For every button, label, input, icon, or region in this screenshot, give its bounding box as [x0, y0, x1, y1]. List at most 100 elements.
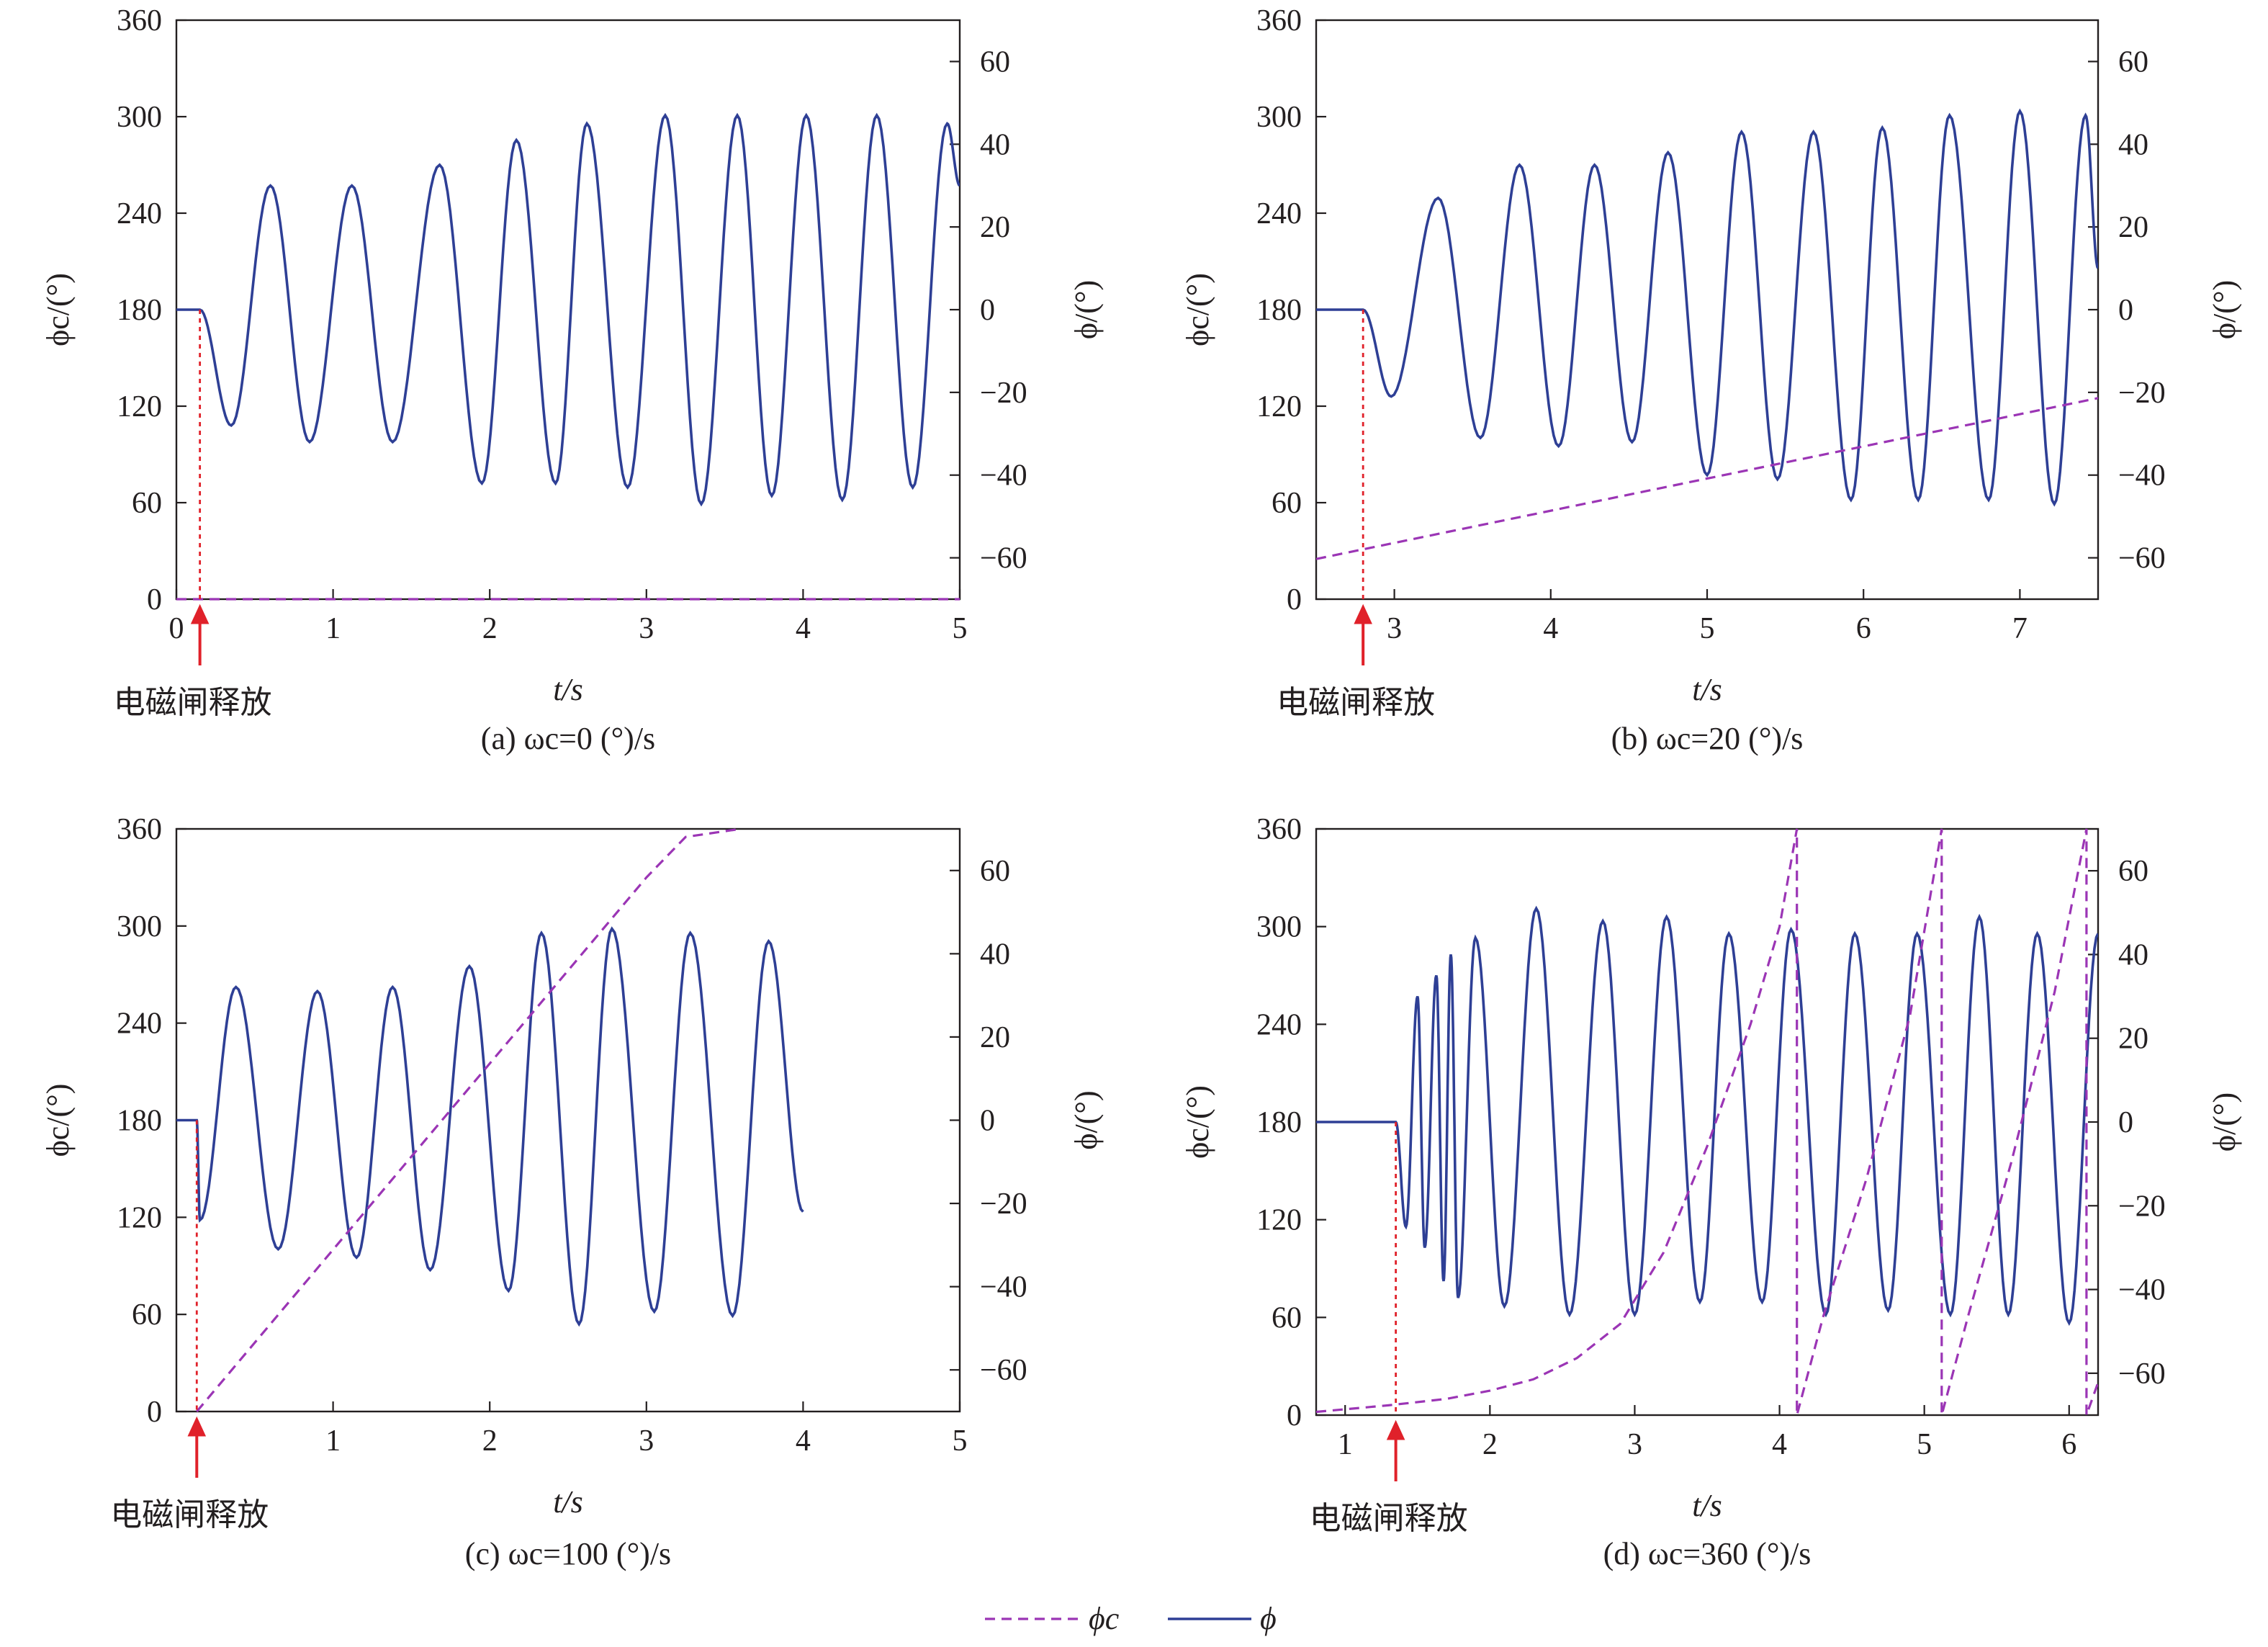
- x-axis-label: t/s: [553, 672, 583, 707]
- y-right-tick-label: −20: [980, 377, 1027, 410]
- y-left-tick-label: 240: [1256, 1008, 1302, 1041]
- x-axis-label: t/s: [553, 1484, 583, 1520]
- y-right-tick-label: −20: [2118, 1190, 2166, 1223]
- y-left-tick-label: 60: [1272, 487, 1302, 520]
- x-tick-label: 6: [2061, 1428, 2076, 1461]
- y-right-tick-label: −60: [980, 1354, 1027, 1387]
- x-tick-label: 1: [1338, 1428, 1353, 1461]
- release-arrow-head: [187, 1416, 207, 1437]
- y-left-tick-label: 120: [1256, 1204, 1302, 1237]
- y-left-tick-label: 120: [1256, 390, 1302, 423]
- series-phi-line: [1316, 108, 2098, 507]
- series-phi-line: [176, 112, 960, 507]
- x-axis-label: t/s: [1692, 672, 1722, 707]
- x-tick-label: 3: [1627, 1428, 1642, 1461]
- y-right-tick-label: 40: [980, 128, 1010, 161]
- y-right-tick-label: −60: [2118, 542, 2166, 575]
- y-right-tick-label: 0: [980, 294, 995, 327]
- x-axis-label: t/s: [1692, 1488, 1722, 1523]
- y-left-tick-label: 360: [117, 4, 162, 37]
- y-right-tick-label: −40: [2118, 459, 2166, 493]
- x-tick-label: 1: [325, 612, 341, 645]
- y-left-tick-label: 0: [147, 583, 162, 616]
- panel-caption: (d) ωc=360 (°)/s: [1603, 1536, 1812, 1571]
- plot-area: [176, 827, 804, 1413]
- y-right-tick-label: −40: [980, 1271, 1027, 1304]
- release-annotation: 电磁闸释放: [1277, 684, 1435, 721]
- x-tick-label: 4: [796, 612, 811, 645]
- x-tick-label: 3: [1387, 612, 1402, 645]
- x-tick-label: 5: [953, 1424, 968, 1458]
- series-phic-line: [1316, 397, 2098, 560]
- panel-caption: (c) ωc=100 (°)/s: [465, 1536, 671, 1571]
- y-right-tick-label: −60: [980, 542, 1027, 575]
- y-right-tick-label: 40: [980, 938, 1010, 971]
- y-left-tick-label: 120: [117, 1201, 162, 1234]
- y-left-tick-label: 180: [117, 294, 162, 327]
- y-left-tick-label: 120: [117, 390, 162, 423]
- y-left-axis-label: ϕc/(°): [40, 1084, 76, 1157]
- y-left-axis-label: ϕc/(°): [1180, 273, 1215, 346]
- plot-area: [176, 112, 960, 601]
- x-tick-label: 2: [1482, 1428, 1498, 1461]
- y-right-tick-label: 20: [2118, 211, 2148, 244]
- y-left-tick-label: 0: [1287, 583, 1302, 616]
- y-left-tick-label: 240: [117, 1008, 162, 1041]
- y-right-tick-label: 60: [980, 45, 1010, 78]
- y-right-tick-label: 60: [980, 855, 1010, 888]
- series-phi-line: [1316, 905, 2098, 1327]
- release-annotation: 电磁闸释放: [110, 1496, 269, 1533]
- y-left-tick-label: 180: [117, 1105, 162, 1138]
- panel-c: 1 2 3 4 5 0 60 120 180 240 300 360 −60 −40 −20 0 20 40 60 t…: [40, 813, 1104, 1571]
- release-arrow-head: [190, 603, 210, 624]
- legend: ϕc ϕ: [985, 1601, 1277, 1636]
- y-right-tick-label: 60: [2118, 855, 2148, 888]
- x-tick-label: 7: [2012, 612, 2028, 645]
- y-right-tick-label: −20: [2118, 377, 2166, 410]
- y-right-tick-label: −60: [2118, 1357, 2166, 1391]
- y-left-tick-label: 360: [1256, 4, 1302, 37]
- x-tick-label: 0: [169, 612, 184, 645]
- y-left-tick-label: 360: [117, 813, 162, 846]
- plot-frame: [175, 827, 961, 1413]
- series-phi-line: [176, 926, 804, 1327]
- y-left-tick-label: 60: [1272, 1301, 1302, 1334]
- x-tick-label: 1: [325, 1424, 341, 1458]
- y-right-axis-label: ϕ/(°): [1068, 1090, 1104, 1149]
- y-right-tick-label: −20: [980, 1188, 1027, 1221]
- x-tick-label: 4: [796, 1424, 811, 1458]
- y-right-tick-label: 0: [980, 1105, 995, 1138]
- legend-phic-label: ϕc: [1089, 1601, 1120, 1636]
- y-right-tick-label: 20: [980, 1021, 1010, 1054]
- series-phic-line: [196, 827, 741, 1413]
- y-left-tick-label: 300: [117, 101, 162, 134]
- y-right-tick-label: 40: [2118, 938, 2148, 971]
- y-left-tick-label: 300: [117, 910, 162, 943]
- panel-d: 1 2 3 4 5 6060120180240300360−60−40−200204060…: [1180, 813, 2242, 1571]
- x-tick-label: 2: [482, 1424, 498, 1458]
- plot-frame: [175, 19, 961, 601]
- x-tick-label: 5: [953, 612, 968, 645]
- y-right-tick-label: 60: [2118, 45, 2148, 78]
- y-right-axis-label: ϕ/(°): [2207, 1092, 2242, 1152]
- y-left-tick-label: 0: [1287, 1399, 1302, 1432]
- series-phic-line: [1316, 828, 2098, 1416]
- y-right-tick-label: −40: [980, 459, 1027, 493]
- y-right-tick-label: 20: [2118, 1023, 2148, 1056]
- panel-caption: (b) ωc=20 (°)/s: [1611, 721, 1804, 756]
- y-left-tick-label: 360: [1256, 813, 1302, 846]
- y-right-axis-label: ϕ/(°): [2207, 280, 2242, 339]
- y-right-tick-label: 0: [2118, 294, 2133, 327]
- x-tick-label: 5: [1917, 1428, 1932, 1461]
- y-right-tick-label: −40: [2118, 1274, 2166, 1307]
- release-annotation: 电磁闸释放: [114, 684, 272, 721]
- plot-frame: [1315, 19, 2100, 601]
- panel-b: 3 4 5 6 7 0 60 120 180 240 300 360 −60 −40 −20 0 20 40 60 t…: [1180, 4, 2242, 756]
- y-left-axis-label: ϕc/(°): [40, 273, 76, 346]
- x-tick-label: 4: [1772, 1428, 1787, 1461]
- legend-phi-label: ϕ: [1260, 1601, 1277, 1636]
- y-left-tick-label: 240: [1256, 197, 1302, 230]
- y-left-tick-label: 300: [1256, 101, 1302, 134]
- y-left-tick-label: 60: [132, 487, 162, 520]
